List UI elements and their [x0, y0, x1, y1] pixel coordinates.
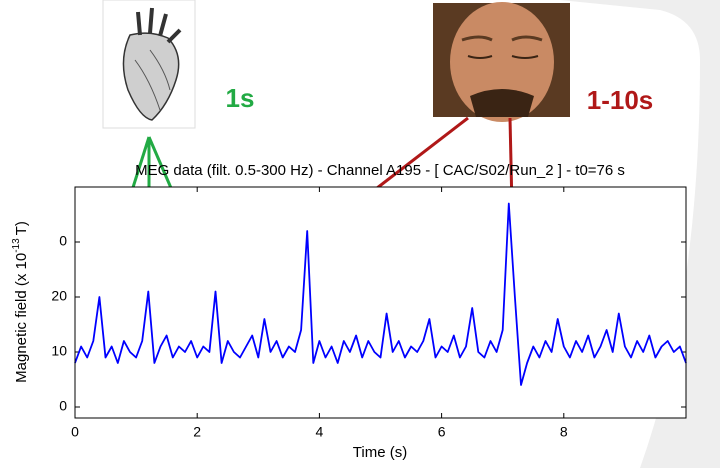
x-tick-label: 6: [438, 424, 446, 440]
y-tick-label: 20: [51, 288, 67, 304]
x-axis-label: Time (s): [353, 444, 407, 461]
x-tick-label: 0: [71, 424, 79, 440]
x-tick-label: 4: [316, 424, 324, 440]
y-tick-label: 0: [59, 233, 67, 249]
y-tick-label: 10: [51, 343, 67, 359]
annotation: 1-10s: [587, 85, 654, 115]
plot: 0 2 4 6 8 0 10 20 0: [51, 186, 687, 440]
annotation: 1s: [226, 83, 255, 113]
y-axis-label-text: Magnetic field (x 10: [13, 253, 30, 383]
x-tick-label: 2: [193, 424, 201, 440]
x-tick-label: 8: [560, 424, 568, 440]
y-tick-label: 0: [59, 398, 67, 414]
chart-title: MEG data (filt. 0.5-300 Hz) - Channel A1…: [135, 162, 625, 179]
heart-image: [102, 0, 196, 129]
face-image: [433, 2, 570, 122]
axes-box: [74, 186, 687, 419]
y-axis-label: Magnetic field (x 10-13 T): [11, 221, 30, 383]
y-axis-label-exponent: -13: [11, 238, 22, 253]
signal-line: [74, 202, 687, 386]
plot-area: [75, 187, 686, 418]
y-axis-label-unit: T): [13, 221, 30, 235]
